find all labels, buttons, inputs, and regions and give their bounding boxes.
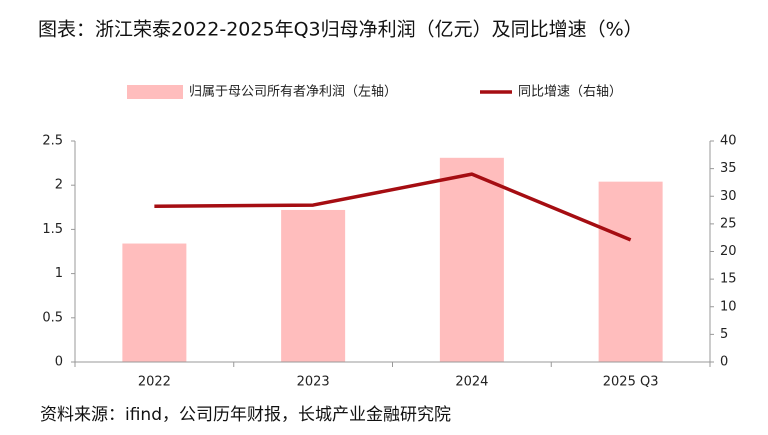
bar	[281, 209, 346, 362]
bar	[598, 181, 663, 362]
bar	[439, 157, 504, 362]
bar	[122, 243, 187, 362]
y2-tick-label: 30	[720, 189, 737, 204]
x-tick-label: 2024	[455, 375, 488, 390]
y2-tick-label: 40	[720, 134, 737, 149]
y-tick-label: 0.5	[42, 310, 63, 325]
y-tick-label: 0	[55, 355, 63, 370]
legend-swatch	[127, 85, 183, 99]
y2-tick-label: 15	[720, 272, 737, 287]
y-tick-label: 2	[55, 178, 63, 193]
y-tick-label: 1	[55, 266, 63, 281]
y2-tick-label: 5	[720, 327, 728, 342]
y2-tick-label: 10	[720, 299, 737, 314]
source-note: 资料来源：ifind，公司历年财报，长城产业金融研究院	[40, 405, 451, 425]
line-series	[154, 172, 632, 242]
x-tick-label: 2023	[297, 375, 330, 390]
y2-tick-label: 25	[720, 216, 737, 231]
x-tick-label: 2025 Q3	[603, 375, 659, 390]
y-tick-label: 2.5	[42, 134, 63, 149]
y2-tick-label: 35	[720, 161, 737, 176]
chart-title: 图表：浙江荣泰2022-2025年Q3归母净利润（亿元）及同比增速（%）	[38, 19, 643, 41]
y2-tick-label: 20	[720, 244, 737, 259]
y-tick-label: 1.5	[42, 222, 63, 237]
x-tick-label: 2022	[138, 375, 171, 390]
y2-tick-label: 0	[720, 355, 728, 370]
legend-label: 归属于母公司所有者净利润（左轴）	[189, 85, 397, 100]
legend-label: 同比增速（右轴）	[518, 85, 622, 100]
